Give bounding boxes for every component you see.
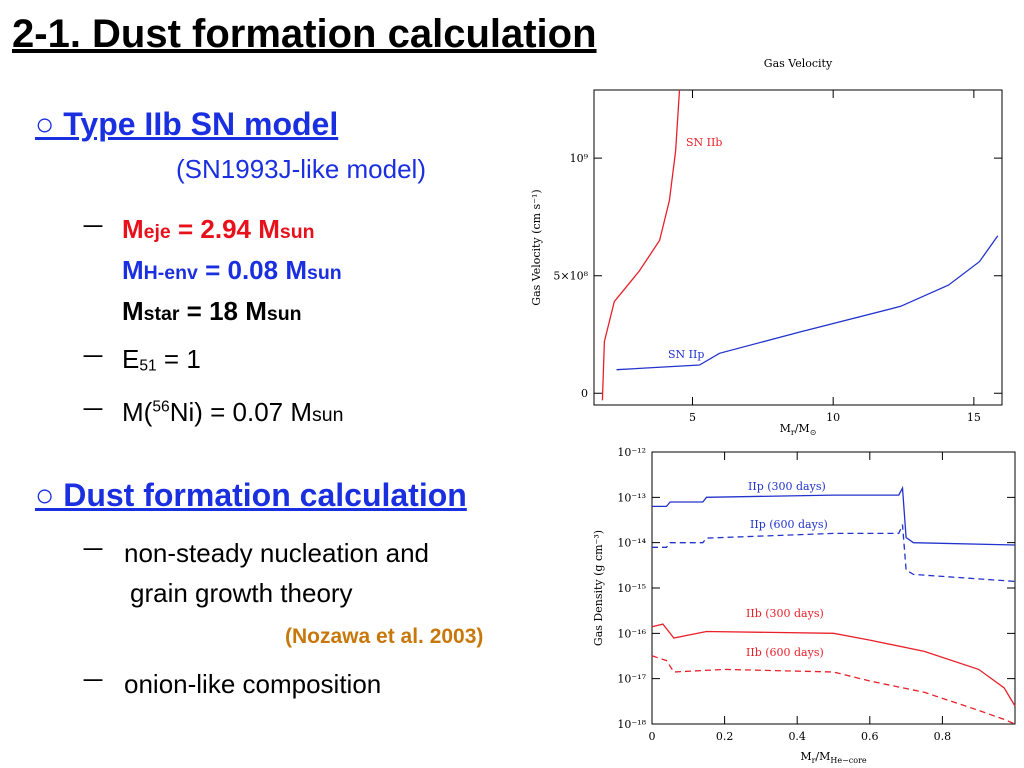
- y-tick-label: 10⁻¹⁶: [617, 627, 646, 640]
- text: E: [122, 344, 140, 374]
- text-line: MH-env = 0.08 Msun: [122, 257, 342, 284]
- x-axis-label-part: r: [791, 428, 795, 437]
- x-axis-label-part: ⊙: [810, 428, 817, 437]
- y-tick-label: 10⁻¹⁵: [617, 582, 646, 595]
- y-tick-label: 10⁻¹⁸: [617, 718, 646, 731]
- x-tick-label: 0.6: [861, 730, 879, 743]
- x-axis-label-part: /M: [815, 750, 830, 763]
- text: sun: [266, 303, 302, 325]
- text-line: onion-like composition: [124, 669, 382, 699]
- text: = 1: [156, 344, 201, 374]
- x-axis-label-part: M: [800, 750, 811, 763]
- text: M(: [122, 397, 153, 427]
- series-line: [651, 623, 1016, 707]
- x-axis-label-part: M: [780, 422, 791, 435]
- series-label: IIb (300 days): [746, 607, 824, 620]
- text: H-env: [143, 262, 198, 284]
- x-axis-label-part: He−core: [830, 756, 867, 765]
- series-label: IIb (600 days): [746, 646, 824, 659]
- series-label: IIp (300 days): [748, 480, 826, 493]
- text: 51: [139, 357, 157, 375]
- series-label: SN IIp: [668, 348, 704, 361]
- text: 56: [152, 398, 170, 416]
- text: Ni) = 0.07 M: [169, 397, 313, 427]
- text: star: [143, 303, 180, 325]
- x-tick-label: 15: [967, 411, 981, 424]
- text: sun: [279, 221, 315, 243]
- bullet: －: [80, 212, 107, 242]
- y-axis-label: Gas Density (g cm⁻³): [592, 530, 605, 646]
- series-line: [651, 655, 1016, 725]
- y-tick-label: 5×10⁸: [553, 270, 588, 283]
- bullet: －: [80, 535, 107, 565]
- reference: (Nozawa et al. 2003): [285, 625, 484, 648]
- heading: ○ Type IIb SN model: [35, 106, 339, 142]
- y-tick-label: 10⁻¹⁴: [617, 537, 646, 550]
- text: sun: [306, 262, 342, 284]
- series-line: [616, 235, 999, 371]
- bullet: －: [80, 666, 107, 696]
- y-tick-label: 10⁻¹⁷: [617, 673, 646, 686]
- x-axis-label-part: /M: [795, 422, 810, 435]
- text: = 2.94 M: [170, 214, 280, 244]
- x-axis-label: Mr/M⊙: [780, 422, 817, 437]
- slide-title: 2-1. Dust formation calculation: [12, 12, 597, 56]
- x-axis-label-part: r: [812, 756, 816, 765]
- y-tick-label: 10⁻¹²: [617, 446, 646, 459]
- x-tick-label: 5: [689, 411, 696, 424]
- chart-title: Gas Velocity: [764, 57, 833, 70]
- y-axis-label: Gas Velocity (cm s⁻¹): [530, 189, 543, 305]
- x-tick-label: 10: [826, 411, 840, 424]
- bullet: －: [80, 395, 107, 425]
- subheading: (SN1993J-like model): [176, 154, 426, 184]
- text-line: Meje = 2.94 Msun: [122, 216, 315, 243]
- series-label: IIp (600 days): [750, 518, 828, 531]
- text: M: [122, 214, 144, 244]
- series-line: [652, 524, 1016, 583]
- text-line: grain growth theory: [130, 578, 353, 608]
- x-tick-label: 0.8: [934, 730, 952, 743]
- heading: ○ Dust formation calculation: [35, 477, 467, 513]
- y-tick-label: 10⁹: [570, 152, 589, 165]
- text: sun: [312, 404, 344, 426]
- series-label: SN IIb: [686, 136, 722, 149]
- plot-frame: [593, 89, 1003, 406]
- x-axis-label: Mr/MHe−core: [800, 750, 867, 765]
- bullet: －: [80, 342, 107, 372]
- series-line: [601, 89, 681, 401]
- x-tick-label: 0: [649, 730, 656, 743]
- text: = 18 M: [179, 296, 267, 326]
- text: M: [122, 296, 144, 326]
- plot-frame: [651, 451, 1016, 725]
- text: M: [122, 255, 144, 285]
- series-line: [652, 485, 1016, 546]
- y-tick-label: 10⁻¹³: [617, 491, 646, 504]
- text-line: E51 = 1: [122, 346, 201, 374]
- x-tick-label: 0.2: [716, 730, 734, 743]
- text: = 0.08 M: [197, 255, 307, 285]
- text-line: non-steady nucleation and: [124, 538, 430, 568]
- text-line: Mstar = 18 Msun: [122, 298, 302, 325]
- text: eje: [143, 221, 171, 243]
- text-line: M(56Ni) = 0.07 Msun: [122, 399, 343, 426]
- y-tick-label: 0: [581, 387, 588, 400]
- x-tick-label: 0.4: [788, 730, 806, 743]
